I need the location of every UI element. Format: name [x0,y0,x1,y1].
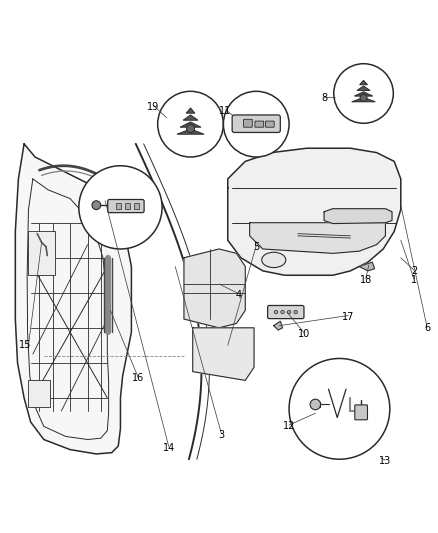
Polygon shape [354,92,373,96]
FancyBboxPatch shape [355,405,367,420]
Polygon shape [359,262,374,271]
Text: 19: 19 [147,102,159,111]
Circle shape [223,91,289,157]
Text: 1: 1 [411,274,417,285]
Polygon shape [177,129,204,134]
Text: 14: 14 [162,443,175,453]
Text: 18: 18 [360,274,372,285]
Text: 16: 16 [132,373,144,383]
Circle shape [310,399,321,410]
Polygon shape [360,80,367,85]
Text: 5: 5 [253,242,259,252]
Polygon shape [184,249,245,328]
FancyBboxPatch shape [232,115,280,133]
Circle shape [281,310,284,314]
Polygon shape [228,148,401,275]
Circle shape [294,310,297,314]
FancyBboxPatch shape [108,199,144,213]
FancyBboxPatch shape [244,119,252,127]
Ellipse shape [261,252,286,268]
Circle shape [360,94,367,101]
Circle shape [287,310,291,314]
Circle shape [92,201,101,209]
Bar [28,231,55,275]
Text: 13: 13 [379,456,392,466]
Polygon shape [193,328,254,381]
Polygon shape [180,122,201,127]
Polygon shape [357,86,370,91]
Text: 10: 10 [298,329,311,340]
Text: 4: 4 [236,290,242,300]
Polygon shape [250,223,385,253]
Text: 15: 15 [19,341,32,350]
Polygon shape [183,115,198,120]
Text: 12: 12 [283,422,295,431]
Polygon shape [274,321,283,330]
Circle shape [274,310,278,314]
Text: 2: 2 [411,266,417,276]
Circle shape [79,166,162,249]
Bar [134,204,139,209]
Text: 3: 3 [218,430,224,440]
Bar [116,204,121,209]
Polygon shape [186,108,195,113]
FancyBboxPatch shape [268,305,304,319]
Polygon shape [324,209,392,223]
FancyBboxPatch shape [255,121,264,127]
Circle shape [289,359,390,459]
Bar [125,204,130,209]
Polygon shape [352,98,375,102]
Circle shape [187,125,194,133]
Text: 8: 8 [321,93,327,103]
Text: 17: 17 [342,312,354,322]
Text: 11: 11 [219,106,232,116]
FancyBboxPatch shape [265,121,274,127]
Circle shape [334,64,393,123]
Circle shape [158,91,223,157]
Bar [28,381,50,407]
Text: 6: 6 [424,323,430,333]
Polygon shape [15,144,131,454]
